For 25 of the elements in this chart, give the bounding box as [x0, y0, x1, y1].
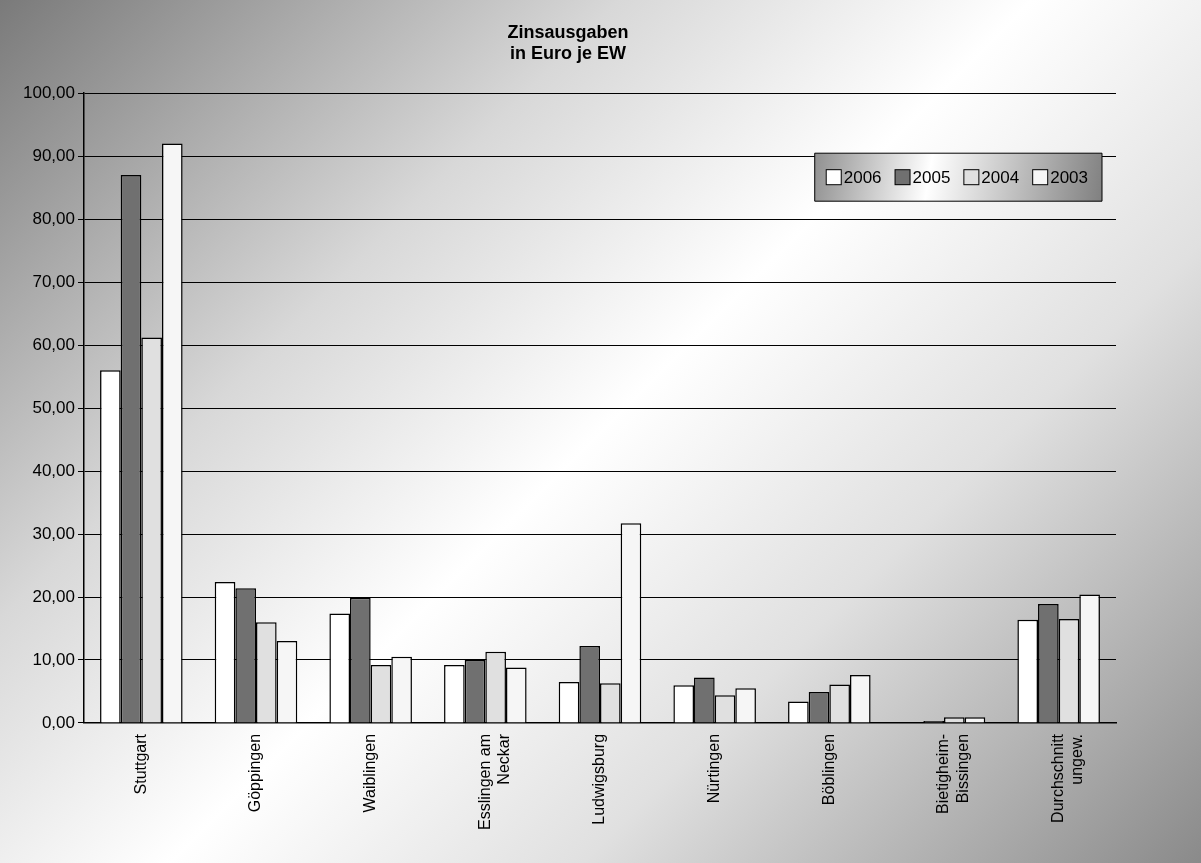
y-tick-label: 90,00 [32, 145, 75, 165]
x-tick-label: Böblingen [819, 733, 837, 806]
y-tick-label: 30,00 [32, 523, 75, 543]
y-tick-label: 80,00 [32, 208, 75, 228]
y-tick-label: 10,00 [32, 649, 75, 669]
x-tick-label: Bietigheim-Bissingen [934, 733, 971, 814]
legend-label: 2004 [981, 167, 1020, 187]
x-tick-label: Nürtingen [705, 733, 723, 804]
legend-label: 2006 [843, 167, 882, 187]
x-tick-label: Stuttgart [131, 733, 149, 795]
y-tick-label: 70,00 [32, 271, 75, 291]
x-tick-label: Ludwigsburg [590, 733, 608, 825]
y-tick-label: 0,00 [41, 712, 75, 732]
x-tick-label: Durchschnitt ungew. [1049, 733, 1086, 823]
legend-label: 2005 [912, 167, 951, 187]
x-tick-label: Waiblingen [361, 733, 379, 813]
y-tick-label: 60,00 [32, 334, 75, 354]
y-tick-label: 40,00 [32, 460, 75, 480]
chart-title: Zinsausgaben in Euro je EW [507, 21, 629, 64]
x-tick-label: Esslingen am Neckar [475, 733, 512, 830]
y-tick-label: 20,00 [32, 586, 75, 606]
y-tick-label: 50,00 [32, 397, 75, 417]
x-tick-label: Göppingen [246, 733, 264, 813]
legend-label: 2003 [1050, 167, 1089, 187]
y-tick-label: 100,00 [23, 82, 75, 102]
